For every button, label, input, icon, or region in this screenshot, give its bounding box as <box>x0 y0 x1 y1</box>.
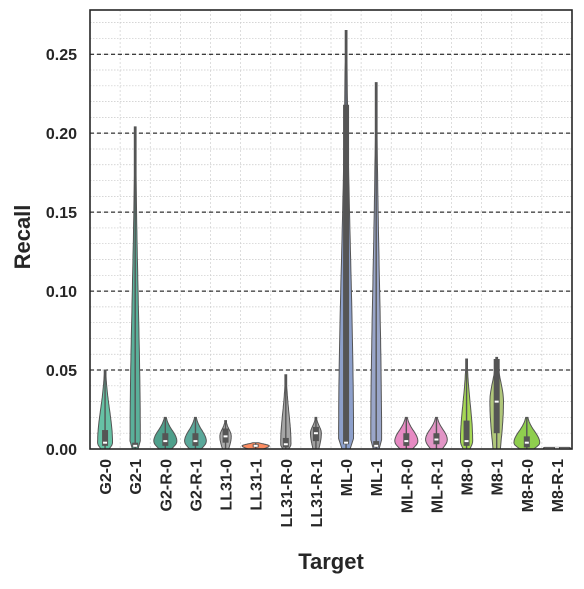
y-tick-label: 0.20 <box>46 126 77 143</box>
x-tick-label: ML-1 <box>369 459 386 496</box>
x-tick-label: M8-R-0 <box>520 459 537 512</box>
violin-median <box>524 441 529 444</box>
x-tick-label: LL31-0 <box>219 459 236 511</box>
violin-median <box>103 441 108 444</box>
x-axis-ticks: G2-0 G2-1 G2-R-0 G2-R-1 LL31-0 LL31-1 LL31-R-0… <box>98 459 567 528</box>
violin-iqr-box <box>373 441 380 448</box>
plot-frame <box>89 9 573 450</box>
violin-iqr-box <box>162 433 169 446</box>
violin-median <box>494 400 499 403</box>
violin-iqr-box <box>403 433 410 446</box>
violin-median <box>253 444 258 447</box>
violin-iqr-box <box>343 104 350 445</box>
violin-median <box>133 444 138 447</box>
y-tick-label: 0.00 <box>46 442 77 459</box>
violin-iqr-box <box>463 420 470 446</box>
violin-median <box>283 443 288 446</box>
violin-median <box>163 440 168 443</box>
violin-median <box>434 438 439 441</box>
x-tick-label: ML-0 <box>339 459 356 496</box>
x-tick-label: G2-1 <box>128 459 145 495</box>
y-axis-ticks: 0.00 0.05 0.10 0.15 0.20 0.25 <box>46 47 77 459</box>
violin-median <box>313 432 318 435</box>
x-tick-label: M8-R-1 <box>550 459 567 512</box>
x-tick-label: G2-R-0 <box>158 459 175 512</box>
y-axis-label: Recall <box>10 205 35 270</box>
x-tick-label: M8-1 <box>490 459 507 496</box>
violin-iqr-box <box>493 358 500 434</box>
violin-median <box>223 435 228 438</box>
violin-median <box>374 444 379 447</box>
x-axis-label: Target <box>298 549 364 574</box>
x-tick-label: M8-0 <box>460 459 477 496</box>
y-tick-label: 0.15 <box>46 205 77 222</box>
x-tick-label: LL31-R-1 <box>309 459 326 528</box>
violin-iqr-box <box>282 437 289 448</box>
x-tick-label: LL31-R-0 <box>279 459 296 528</box>
violin-iqr-box <box>192 433 199 446</box>
x-tick-label: ML-R-0 <box>399 459 416 513</box>
violin-median <box>344 441 349 444</box>
y-tick-label: 0.10 <box>46 284 77 301</box>
violin-median <box>193 440 198 443</box>
x-tick-label: G2-0 <box>98 459 115 495</box>
major-grid <box>90 53 572 371</box>
x-tick-label: ML-R-1 <box>429 459 446 513</box>
x-tick-label: LL31-1 <box>249 459 266 511</box>
y-tick-label: 0.25 <box>46 47 77 64</box>
y-tick-label: 0.05 <box>46 363 77 380</box>
violin-median <box>404 440 409 443</box>
violins <box>97 30 571 450</box>
violin-median <box>464 440 469 443</box>
violin-iqr-box <box>102 430 109 446</box>
x-tick-label: G2-R-1 <box>188 459 205 512</box>
